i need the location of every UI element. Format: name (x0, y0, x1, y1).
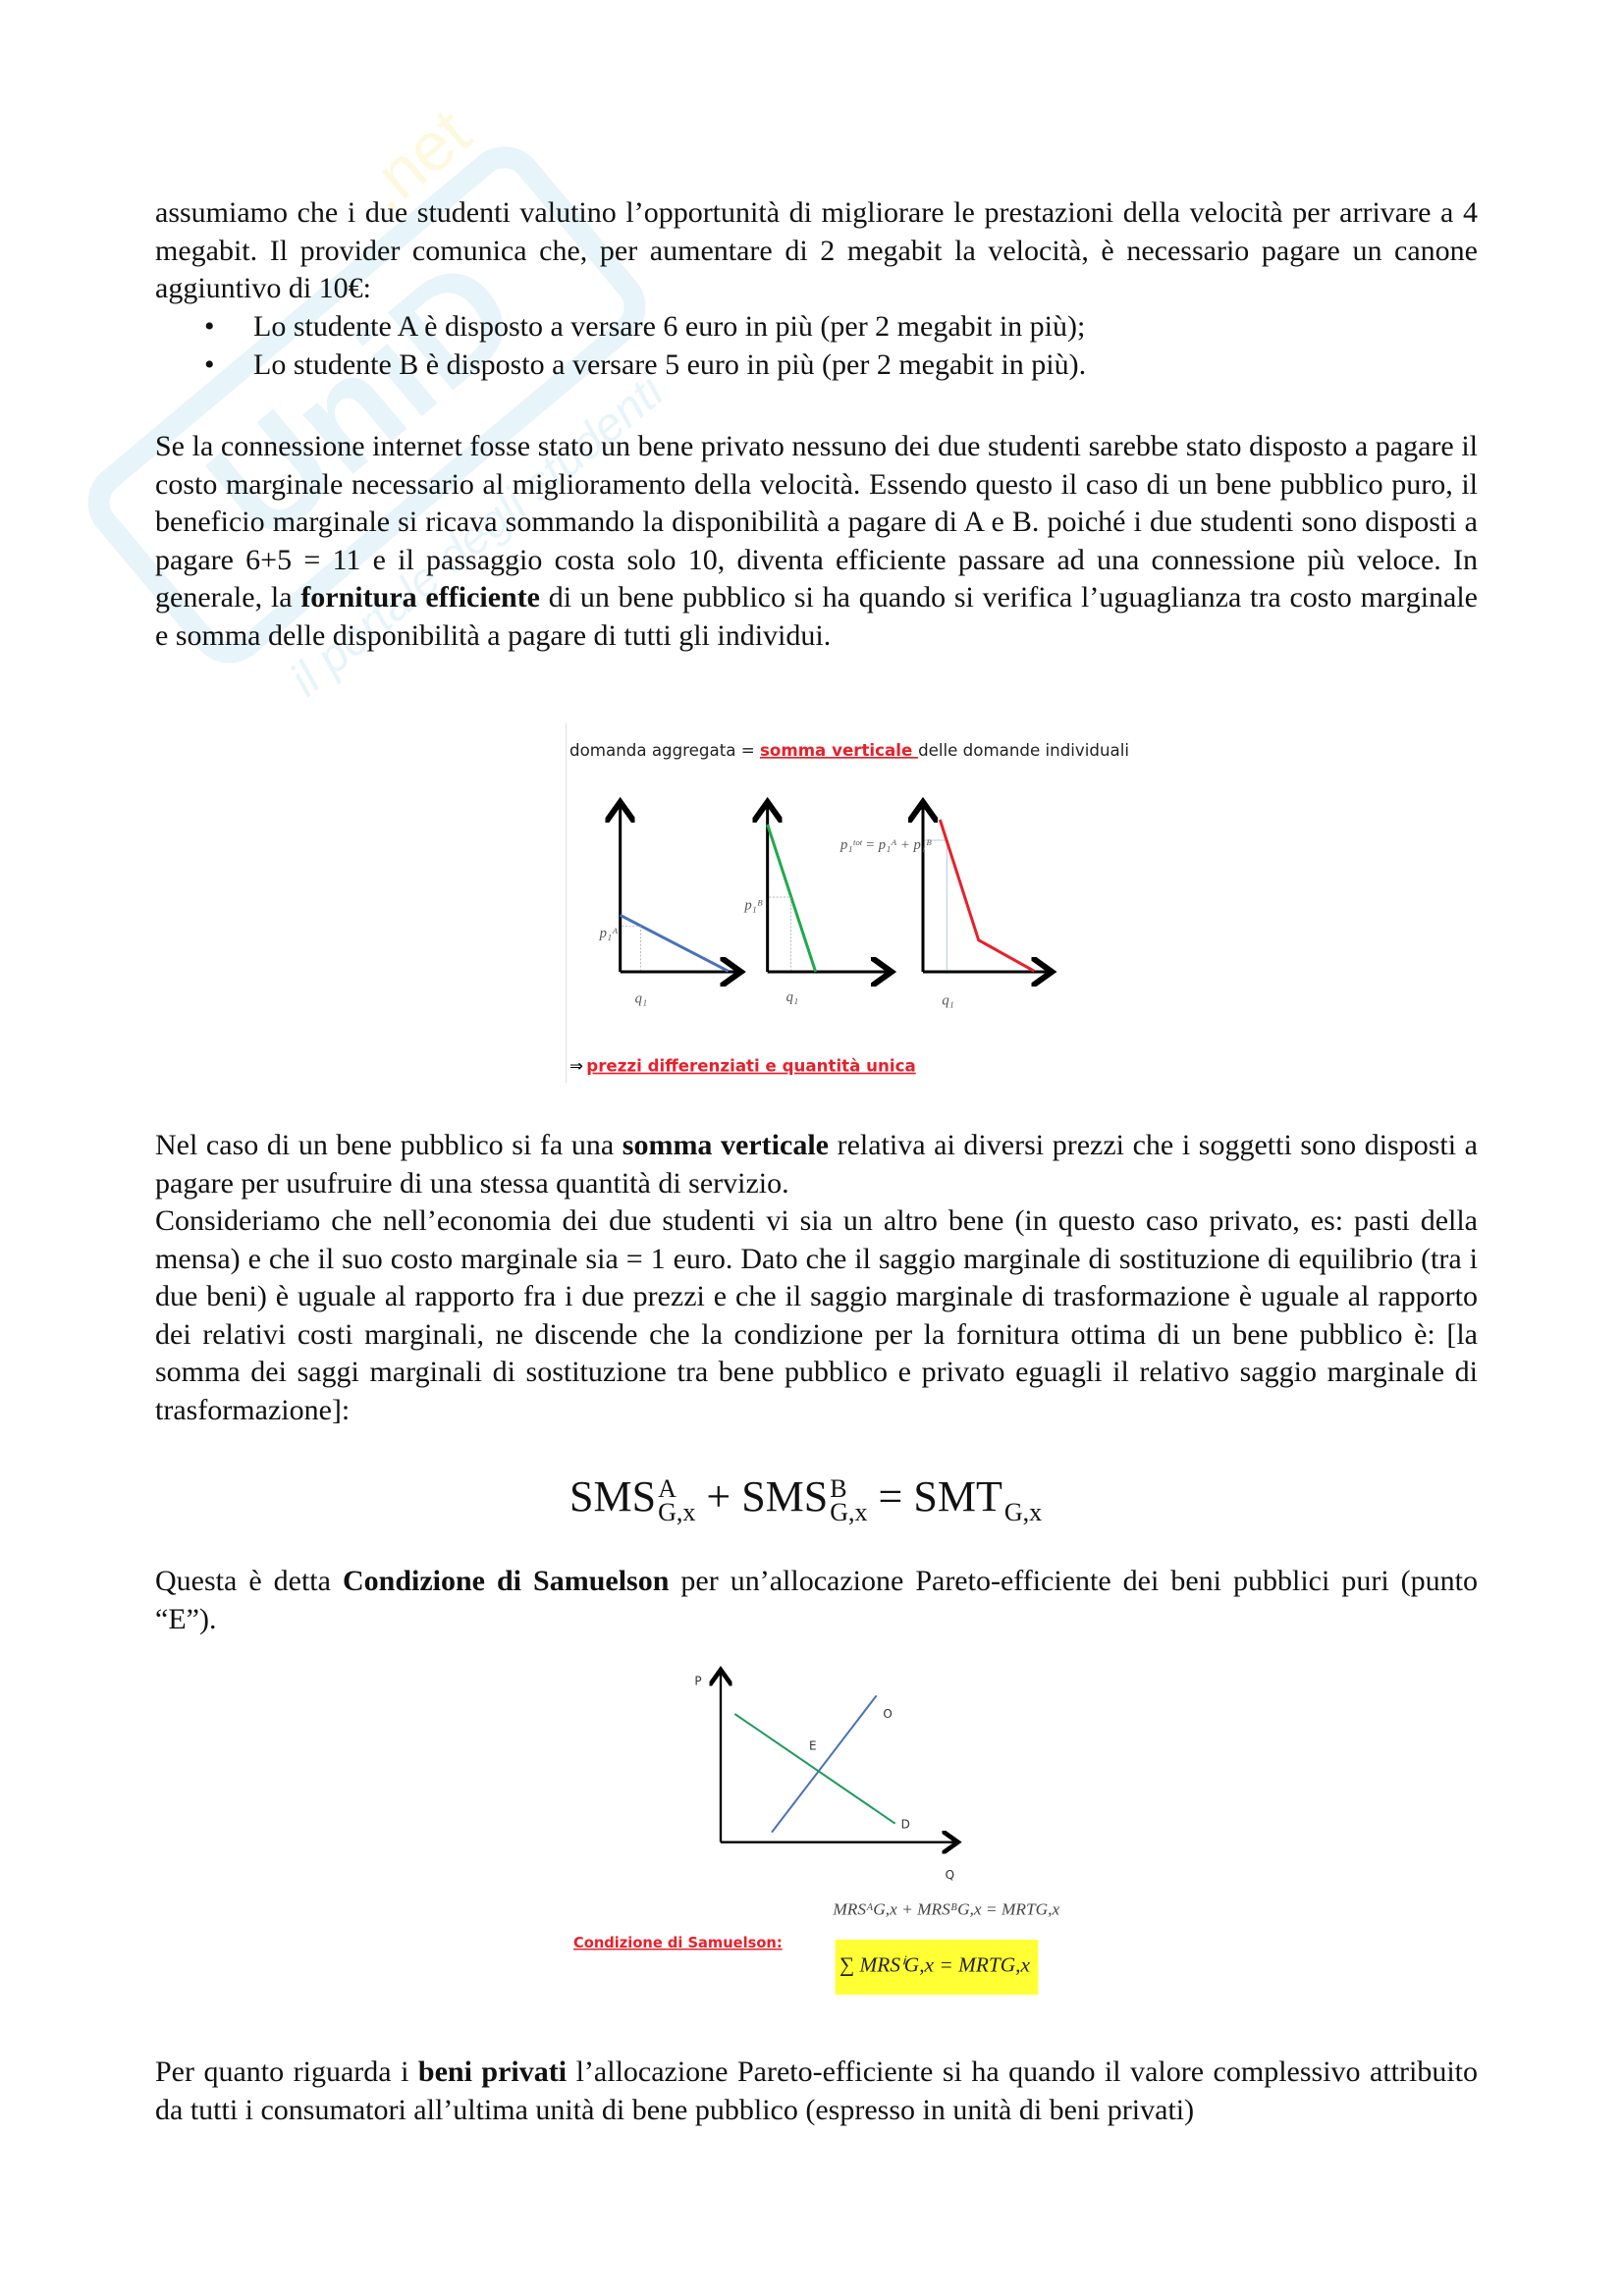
text: per un’allocazione Pareto-efficiente dei… (155, 1565, 1478, 1635)
aggregate-demand-line (938, 819, 1036, 973)
eq-sub: G,x (830, 1497, 868, 1526)
demand-line (733, 1713, 896, 1825)
eq-term: SMT (913, 1472, 1002, 1521)
paragraph-condition: Consideriamo che nell’economia dei due s… (155, 1204, 1478, 1426)
eq-op: + (706, 1472, 731, 1521)
eq-term: SMS (741, 1472, 829, 1521)
bullet-item: Lo studente B è disposto a versare 5 eur… (155, 347, 1478, 385)
supply-demand-diagram: P Q O E D MRSᴬG,x + MRSᴮG,x = MRTG,x Con… (573, 1659, 1059, 1995)
formula-mrs-sum: MRSᴬG,x + MRSᴮG,x = MRTG,x (832, 1900, 1059, 1919)
bullet-item: Lo studente A è disposto a versare 6 eur… (155, 308, 1478, 347)
text: l’allocazione Pareto-efficiente si ha qu… (155, 2056, 1479, 2126)
demand-line-a (619, 914, 730, 973)
caption-samuelson: Condizione di Samuelson: (573, 1935, 783, 1951)
eq-sub: G,x (1003, 1497, 1043, 1526)
watermark-logo: UniD .net il portale degli studenti (87, 94, 675, 707)
bold-term: somma verticale (622, 1129, 829, 1161)
eq-op: = (878, 1472, 903, 1521)
formula-highlight (835, 1940, 1039, 1995)
paragraph-vertical-sum: Nel caso di un bene pubblico si fa una s… (155, 1127, 1478, 1202)
demand-line-b (766, 824, 818, 973)
samuelson-equation: SMS A G,x + SMS B G,x = SMT G,x (569, 1463, 1060, 1531)
figure-samuelson: P Q O E D MRSᴬG,x + MRSᴮG,x = MRTG,x Con… (560, 1659, 1070, 2022)
text: di un bene pubblico si ha quando si veri… (155, 581, 1478, 652)
graph-student-a: p₁ᴬ q₁ (599, 805, 738, 1007)
figure-aggregate-demand: domanda aggregata = somma verticale dell… (452, 717, 1178, 1099)
text: Questa è detta (155, 1565, 343, 1597)
label-supply: O (883, 1707, 892, 1721)
figure-title: domanda aggregata = somma verticale dell… (569, 741, 1129, 760)
aggregate-demand-diagram: domanda aggregata = somma verticale dell… (566, 722, 1129, 1084)
axis-label-q: Q (946, 1868, 954, 1882)
label-price-a: p₁ᴬ (599, 926, 619, 941)
eq-sup: A (658, 1473, 677, 1503)
label-price-total: p₁ᵗᵒᵗ = p₁ᴬ + p₁ᴮ (839, 837, 932, 853)
eq-term: SMS (569, 1472, 657, 1521)
label-equilibrium: E (809, 1739, 817, 1753)
label-quantity: q₁ (942, 992, 953, 1008)
bullet-list: Lo studente A è disposto a versare 6 eur… (155, 308, 1478, 384)
bold-term: beni privati (417, 2056, 568, 2088)
text: Per quanto riguarda i (155, 2056, 418, 2088)
paragraph-private-goods: Per quanto riguarda i beni privati l’all… (155, 2054, 1478, 2129)
paragraph-efficiency: Se la connessione internet fosse stato u… (155, 428, 1478, 656)
label-price-b: p₁ᴮ (743, 898, 763, 914)
label-demand: D (901, 1818, 910, 1832)
text: Nel caso di un bene pubblico si fa una (155, 1129, 623, 1161)
formula-sum-mrs: ∑ MRSⁱG,x = MRTG,x (839, 1952, 1030, 1976)
graph-aggregate: p₁ᵗᵒᵗ = p₁ᴬ + p₁ᴮ q₁ (839, 805, 1049, 1008)
figure-footer: ⇒prezzi differenziati e quantità unica (569, 1057, 916, 1076)
paragraph-intro: assumiamo che i due studenti valutino l’… (155, 196, 1478, 305)
paragraph-samuelson: Questa è detta Condizione di Samuelson p… (155, 1563, 1478, 1638)
bold-term: fornitura efficiente (300, 581, 540, 614)
text: Se la connessione internet fosse stato u… (155, 430, 1478, 614)
eq-sub: G,x (658, 1497, 696, 1526)
graph-student-b: p₁ᴮ q₁ (743, 805, 889, 1005)
bold-term: Condizione di Samuelson (342, 1565, 670, 1597)
axis-label-p: P (694, 1675, 701, 1688)
text: relativa ai diversi prezzi che i soggett… (155, 1129, 1478, 1200)
label-quantity: q₁ (786, 989, 798, 1005)
supply-line (771, 1694, 878, 1834)
eq-sup: B (830, 1473, 847, 1503)
label-quantity: q₁ (635, 991, 647, 1007)
